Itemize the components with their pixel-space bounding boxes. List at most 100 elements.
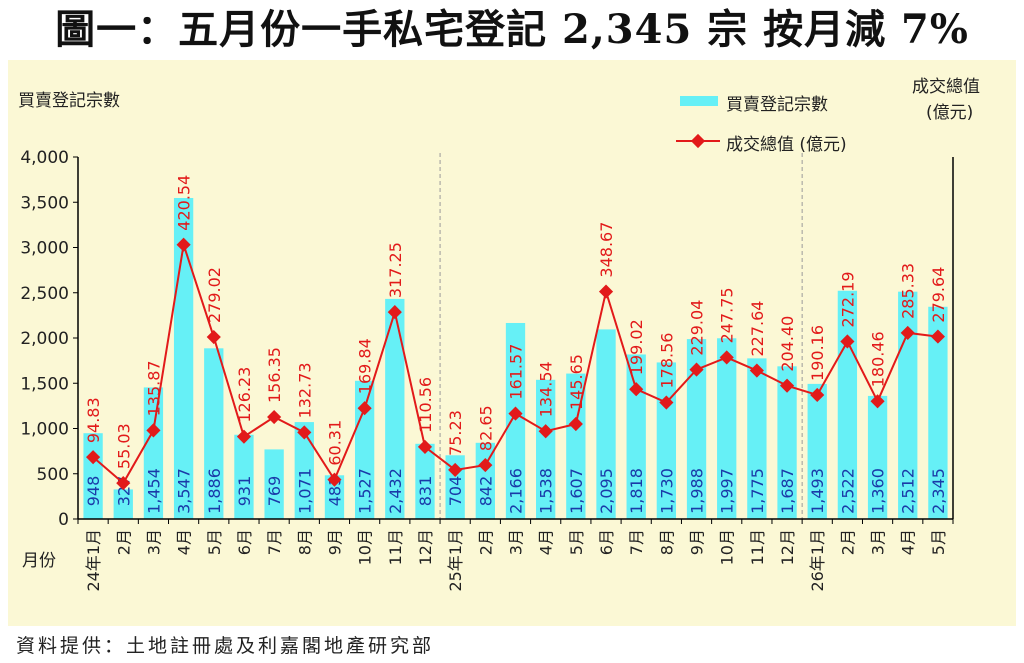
x-tick-label: 6月 bbox=[235, 529, 254, 555]
bar bbox=[837, 290, 858, 519]
line-value-label: 169.84 bbox=[356, 338, 375, 394]
x-tick-label: 11月 bbox=[386, 529, 405, 565]
bar-value-label: 1,730 bbox=[657, 468, 676, 514]
line-marker bbox=[689, 362, 704, 377]
bar bbox=[747, 358, 767, 519]
line-value-label: 156.35 bbox=[265, 347, 284, 403]
bar bbox=[596, 329, 616, 519]
x-tick-label: 7月 bbox=[265, 529, 284, 555]
y-tick-label: 2,000 bbox=[20, 329, 69, 349]
bar bbox=[686, 339, 707, 519]
line-value-label: 180.46 bbox=[869, 331, 888, 387]
line-marker bbox=[417, 439, 433, 454]
bar-value-label: 483 bbox=[325, 476, 344, 507]
y-tick-label: 3,500 bbox=[20, 193, 69, 213]
line-marker bbox=[86, 450, 101, 465]
line-value-label: 204.40 bbox=[778, 316, 797, 372]
bar bbox=[294, 422, 314, 519]
x-tick-label: 2月 bbox=[476, 529, 495, 555]
x-tick-label: 2月 bbox=[838, 529, 857, 555]
bar bbox=[566, 373, 586, 519]
bar bbox=[264, 449, 284, 519]
x-tick-label: 8月 bbox=[295, 529, 314, 555]
line-marker bbox=[206, 329, 221, 345]
y-axis-label-right-line2: (億元) bbox=[926, 103, 974, 123]
line-value-label: 126.23 bbox=[235, 367, 254, 423]
x-tick-label: 24年1月 bbox=[84, 529, 103, 592]
bar bbox=[324, 475, 345, 519]
line-value-label: 134.54 bbox=[537, 361, 556, 417]
bar-value-label: 831 bbox=[416, 476, 435, 507]
legend-bar-label: 買賣登記宗數 bbox=[726, 95, 828, 115]
bar-value-label: 1,607 bbox=[567, 468, 586, 514]
x-axis-label: 月份 bbox=[22, 551, 56, 571]
line-marker bbox=[176, 237, 191, 252]
line-marker bbox=[840, 334, 855, 349]
bar bbox=[928, 306, 948, 519]
x-tick-label: 26年1月 bbox=[808, 529, 827, 592]
bar bbox=[475, 442, 495, 519]
line-value-label: 110.56 bbox=[416, 377, 435, 433]
line-value-label: 247.75 bbox=[718, 287, 737, 343]
y-tick-label: 2,500 bbox=[20, 284, 69, 304]
x-tick-label: 3月 bbox=[869, 529, 888, 555]
bar-value-label: 1,360 bbox=[869, 468, 888, 514]
line-value-label: 94.83 bbox=[84, 397, 103, 443]
line-marker bbox=[387, 305, 402, 320]
line-marker bbox=[357, 401, 372, 416]
bar-value-label: 769 bbox=[265, 476, 284, 507]
bar-value-label: 1,818 bbox=[627, 468, 646, 514]
line-value-label: 132.73 bbox=[295, 362, 314, 418]
line-marker bbox=[900, 325, 915, 340]
bar bbox=[385, 298, 405, 519]
bar bbox=[113, 489, 133, 519]
line-marker bbox=[116, 476, 131, 491]
page-title: 圖一：五月份一手私宅登記 2,345 宗 按月減 7% bbox=[55, 6, 969, 53]
x-tick-label: 3月 bbox=[144, 529, 163, 555]
line-marker bbox=[779, 378, 795, 393]
line-marker bbox=[236, 429, 252, 444]
y-axis-label-left: 買賣登記宗數 bbox=[18, 91, 120, 111]
x-tick-label: 5月 bbox=[929, 529, 948, 555]
bar-value-label: 1,775 bbox=[748, 468, 767, 514]
line-marker bbox=[448, 462, 463, 478]
line-value-label: 55.03 bbox=[114, 423, 133, 469]
line-marker bbox=[749, 363, 764, 378]
line-marker bbox=[598, 284, 614, 299]
bar bbox=[204, 348, 224, 519]
y-tick-label: 3,000 bbox=[20, 239, 69, 259]
bar-value-label: 1,454 bbox=[144, 468, 163, 514]
bar-value-label: 1,493 bbox=[808, 468, 827, 514]
x-tick-label: 25年1月 bbox=[446, 529, 465, 592]
x-tick-label: 8月 bbox=[657, 529, 676, 555]
bar bbox=[867, 395, 888, 519]
bar-value-label: 842 bbox=[476, 476, 495, 507]
line-value-label: 199.02 bbox=[627, 319, 646, 375]
bar-value-label: 1,538 bbox=[537, 468, 556, 514]
line-value-label: 190.16 bbox=[808, 325, 827, 381]
y-tick-label: 1,500 bbox=[20, 374, 69, 394]
bar-value-label: 3,547 bbox=[175, 468, 194, 514]
line-value-label: 75.23 bbox=[446, 410, 465, 456]
line-marker bbox=[659, 395, 674, 410]
bar bbox=[143, 387, 164, 519]
line-marker bbox=[870, 394, 885, 409]
bar bbox=[83, 433, 103, 519]
x-tick-label: 5月 bbox=[205, 529, 224, 555]
bar-value-label: 2,522 bbox=[838, 468, 857, 514]
x-tick-label: 11月 bbox=[748, 529, 767, 565]
bar-value-label: 2,345 bbox=[929, 468, 948, 514]
bar bbox=[415, 443, 435, 519]
x-tick-label: 7月 bbox=[627, 529, 646, 555]
x-tick-label: 5月 bbox=[567, 529, 586, 555]
bar-value-label: 2,432 bbox=[386, 468, 405, 514]
y-tick-label: 4,000 bbox=[20, 148, 69, 168]
line-marker bbox=[327, 472, 342, 487]
x-tick-label: 4月 bbox=[899, 529, 918, 555]
line-marker bbox=[146, 423, 161, 438]
x-tick-label: 10月 bbox=[718, 529, 737, 565]
line-value-label: 317.25 bbox=[386, 242, 405, 298]
y-axis-label-right-line1: 成交總值 bbox=[912, 77, 980, 97]
legend-line-label: 成交總值 (億元) bbox=[726, 135, 847, 155]
